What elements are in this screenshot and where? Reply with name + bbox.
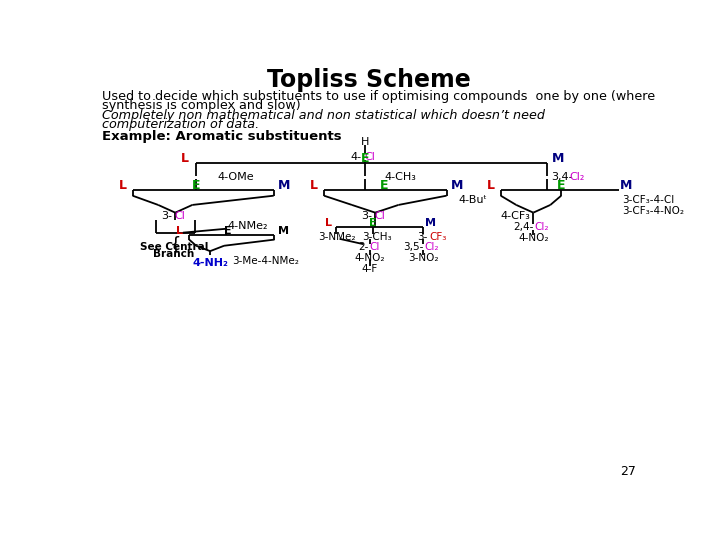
Text: M: M [278,179,290,192]
Text: Example: Aromatic substituents: Example: Aromatic substituents [102,130,341,143]
Text: 3-CF₃-4-Cl: 3-CF₃-4-Cl [622,195,675,205]
Text: M: M [451,179,463,192]
Text: 4-Buᵗ: 4-Buᵗ [459,195,487,205]
Text: E: E [361,152,369,165]
Text: 4-OMe: 4-OMe [218,172,254,182]
Text: Completely non mathematical and non statistical which doesn’t need: Completely non mathematical and non stat… [102,109,544,122]
Text: L: L [325,218,332,228]
Text: 3-: 3- [361,211,372,221]
Text: E: E [369,218,377,228]
Text: 3-Me-4-NMe₂: 3-Me-4-NMe₂ [232,256,299,266]
Text: E: E [192,179,200,192]
Text: M: M [552,152,564,165]
Text: L: L [310,179,318,192]
Text: E: E [224,226,232,236]
Text: 3-CF₃-4-NO₂: 3-CF₃-4-NO₂ [622,206,685,216]
Text: E: E [557,179,565,192]
Text: 3,5-: 3,5- [403,242,423,252]
Text: 27: 27 [621,465,636,478]
Text: 3-: 3- [417,232,427,242]
Text: H: H [361,137,369,147]
Text: 3-: 3- [161,211,172,221]
Text: Cl: Cl [364,152,375,162]
Text: See Central: See Central [140,241,208,252]
Text: Cl: Cl [174,211,185,221]
Text: 4-NMe₂: 4-NMe₂ [228,221,268,231]
Text: 4-: 4- [351,152,362,162]
Text: 2-: 2- [358,242,368,252]
Text: L: L [487,179,495,192]
Text: 3-NMe₂: 3-NMe₂ [318,232,355,242]
Text: E: E [380,179,389,192]
Text: Cl₂: Cl₂ [534,222,549,232]
Text: 2,4-: 2,4- [513,222,534,232]
Text: 4-NH₂: 4-NH₂ [192,258,228,268]
Text: Cl₂: Cl₂ [425,242,439,252]
Text: 4-F: 4-F [361,264,378,274]
Text: 4-NO₂: 4-NO₂ [518,233,549,243]
Text: synthesis is complex and slow): synthesis is complex and slow) [102,99,300,112]
Text: computerization of data.: computerization of data. [102,118,258,131]
Text: Cl₂: Cl₂ [569,172,585,182]
Text: Used to decide which substituents to use if optimising compounds  one by one (wh: Used to decide which substituents to use… [102,90,654,103]
Text: {: { [169,236,181,254]
Text: CF₃: CF₃ [429,232,447,242]
Text: 4-CH₃: 4-CH₃ [384,172,416,182]
Text: 3-CH₃: 3-CH₃ [362,232,392,242]
Text: M: M [620,179,632,192]
Text: 3,4-: 3,4- [551,172,572,182]
Text: Cl: Cl [370,242,380,252]
Text: L: L [176,226,184,236]
Text: 3-NO₂: 3-NO₂ [408,253,438,263]
Text: Topliss Scheme: Topliss Scheme [267,68,471,92]
Text: M: M [426,218,436,228]
Text: Branch: Branch [153,249,194,259]
Text: Cl: Cl [374,211,385,221]
Text: L: L [181,152,189,165]
Text: 4-CF₃: 4-CF₃ [500,211,530,221]
Text: L: L [119,179,127,192]
Text: M: M [278,226,289,236]
Text: 4-NO₂: 4-NO₂ [354,253,385,263]
